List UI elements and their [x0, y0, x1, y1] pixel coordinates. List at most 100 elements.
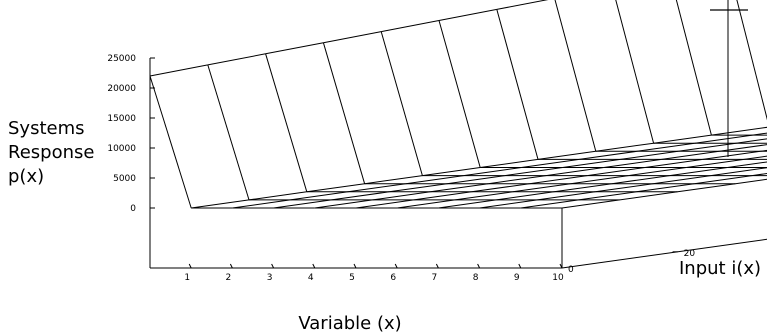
surface-mesh-line — [504, 167, 563, 177]
surface-mesh-line — [652, 175, 711, 185]
surface-mesh-line — [719, 144, 767, 152]
x-tick-mark — [353, 263, 357, 269]
x-tick-mark — [312, 263, 316, 269]
x-tick-label: 10 — [552, 273, 564, 283]
surface-mesh-line — [471, 183, 530, 193]
surface-mesh-line — [529, 175, 588, 185]
surface-mesh-line — [191, 199, 250, 209]
surface-mesh-line — [619, 191, 678, 201]
surface-mesh-line — [413, 191, 472, 201]
surface-mesh-line — [149, 64, 208, 77]
surface-mesh-line — [752, 132, 767, 136]
surface-mesh-line — [653, 134, 712, 144]
surface-mesh-line — [430, 183, 489, 193]
x-tick-label: 3 — [267, 273, 273, 283]
surface-mesh-line — [496, 0, 549, 10]
surface-mesh-line — [735, 138, 767, 144]
surface-mesh-line — [488, 175, 547, 185]
y-tick-label: 20 — [684, 249, 696, 259]
z-axis-label-line-3: p(x) — [8, 166, 44, 187]
surface-mesh-line — [265, 53, 308, 192]
z-tick-label: 25000 — [107, 54, 136, 64]
surface-mesh-line — [149, 75, 192, 209]
surface-mesh-line — [248, 191, 307, 201]
surface-mesh-line — [736, 0, 767, 121]
surface-mesh-line — [496, 9, 539, 160]
surface-mesh-line — [686, 158, 745, 168]
surface-mesh-line — [644, 158, 703, 168]
x-tick-label: 8 — [473, 273, 479, 283]
x-tick-mark — [477, 263, 481, 269]
x-tick-label: 9 — [514, 273, 520, 283]
surface-mesh-line — [545, 167, 604, 177]
surface-mesh-line — [694, 134, 753, 144]
surface-mesh-line — [438, 199, 497, 209]
surface-mesh-line — [628, 167, 687, 177]
z-tick-label: 10000 — [107, 144, 136, 154]
surface-mesh-line — [454, 191, 513, 201]
x-tick-label: 4 — [308, 273, 314, 283]
surface-mesh-line — [554, 0, 597, 152]
surface-mesh-line — [735, 178, 767, 185]
surface-mesh-line — [694, 175, 753, 185]
z-axis-label-line-1: Systems — [8, 118, 85, 139]
surface-mesh-line — [380, 31, 423, 176]
surface-mesh-line — [587, 167, 646, 177]
surface-mesh-line — [537, 191, 596, 201]
surface-mesh-line — [265, 42, 324, 55]
surface-mesh-line — [636, 142, 695, 152]
surface-mesh-line — [595, 142, 654, 152]
surface-mesh-line — [727, 161, 767, 168]
x-tick-mark — [394, 263, 398, 269]
surface-mesh-line — [537, 150, 596, 160]
surface-mesh-line — [207, 64, 250, 201]
surface-mesh-line — [480, 158, 539, 168]
z-tick-label: 5000 — [113, 174, 136, 184]
surface-mesh-line — [438, 8, 497, 21]
surface-mesh-line — [479, 199, 538, 209]
surface-mesh-line — [677, 183, 736, 193]
x-tick-label: 7 — [432, 273, 438, 283]
surface-mesh-line — [603, 158, 662, 168]
x-tick-label: 5 — [349, 273, 355, 283]
surface-mesh-line — [331, 191, 390, 201]
surface-mesh-line — [446, 175, 505, 185]
surface-mesh-line — [711, 126, 767, 136]
z-tick-label: 20000 — [107, 84, 136, 94]
y-tick-label: 0 — [568, 265, 574, 275]
surface-mesh-line — [520, 199, 579, 209]
surface-mesh-line — [561, 199, 620, 209]
surface-mesh-line — [397, 199, 456, 209]
surface-mesh-line — [232, 199, 291, 209]
surface-mesh-line — [405, 175, 464, 185]
x-tick-mark — [229, 263, 233, 269]
surface-mesh-line — [355, 199, 414, 209]
surface-mesh-line — [521, 158, 580, 168]
surface-mesh-line — [273, 199, 332, 209]
surface-mesh-line — [512, 183, 571, 193]
surface-mesh-line — [661, 150, 720, 160]
y-axis-label: Input i(x) — [679, 258, 761, 279]
surface-mesh-line — [636, 183, 695, 193]
surface-mesh-line — [306, 183, 365, 193]
surface-mesh-line — [372, 191, 431, 201]
surface-mesh-line — [562, 158, 621, 168]
surface-mesh-line — [347, 183, 406, 193]
surface-mesh-line — [314, 199, 373, 209]
surface-mesh-line — [364, 175, 423, 185]
surface-mesh-line — [579, 150, 638, 160]
x-tick-mark — [435, 263, 439, 269]
surface-mesh-line — [323, 31, 382, 44]
surface-mesh-line — [669, 167, 728, 177]
surface-mesh-line — [496, 191, 555, 201]
x-tick-mark — [518, 263, 522, 269]
surface-mesh-line — [578, 191, 637, 201]
surface-mesh-line — [553, 183, 612, 193]
x-tick-mark — [559, 263, 563, 269]
surface-mesh-line — [438, 20, 481, 168]
surface-mesh-line — [710, 167, 767, 177]
surface-mesh-line — [620, 150, 679, 160]
surface-mesh-line — [595, 183, 654, 193]
